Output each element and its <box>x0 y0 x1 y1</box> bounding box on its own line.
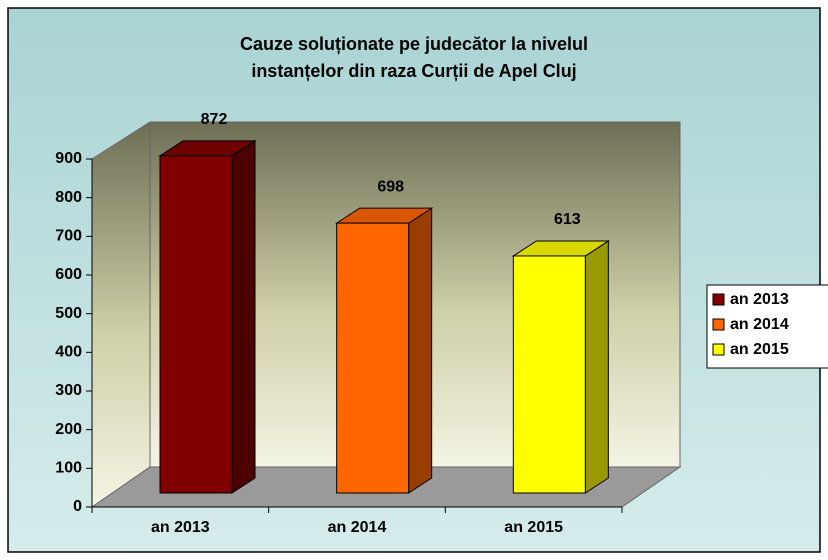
value-label: 613 <box>554 211 581 228</box>
chart-subtitle: instanțelor din raza Curții de Apel Cluj <box>251 61 576 81</box>
bar <box>159 155 233 494</box>
bar-side <box>231 139 256 494</box>
side-wall <box>91 121 151 508</box>
legend-label: an 2014 <box>730 316 789 333</box>
bar-side <box>584 240 609 494</box>
x-tick-label: an 2014 <box>328 519 387 536</box>
legend <box>706 284 828 369</box>
value-label: 872 <box>201 111 228 128</box>
x-tick-label: an 2013 <box>151 519 210 536</box>
y-tick-label: 700 <box>55 228 82 245</box>
legend-swatch <box>712 343 725 356</box>
chart-title: Cauze soluționate pe judecător la nivelu… <box>240 34 588 54</box>
y-tick-label: 800 <box>55 189 82 206</box>
legend-label: an 2013 <box>730 291 789 308</box>
y-tick-label: 0 <box>73 498 82 515</box>
y-tick-label: 300 <box>55 382 82 399</box>
bar-side <box>408 207 433 494</box>
legend-label: an 2015 <box>730 341 789 358</box>
legend-swatch <box>712 293 725 306</box>
y-tick-label: 500 <box>55 305 82 322</box>
bar <box>336 222 410 494</box>
legend-swatch <box>712 318 725 331</box>
y-tick-label: 100 <box>55 460 82 477</box>
y-tick-label: 200 <box>55 421 82 438</box>
bar <box>512 255 586 494</box>
x-tick-label: an 2015 <box>504 519 563 536</box>
y-tick-label: 600 <box>55 266 82 283</box>
value-label: 698 <box>377 178 404 195</box>
y-tick-label: 900 <box>55 150 82 167</box>
y-tick-label: 400 <box>55 344 82 361</box>
